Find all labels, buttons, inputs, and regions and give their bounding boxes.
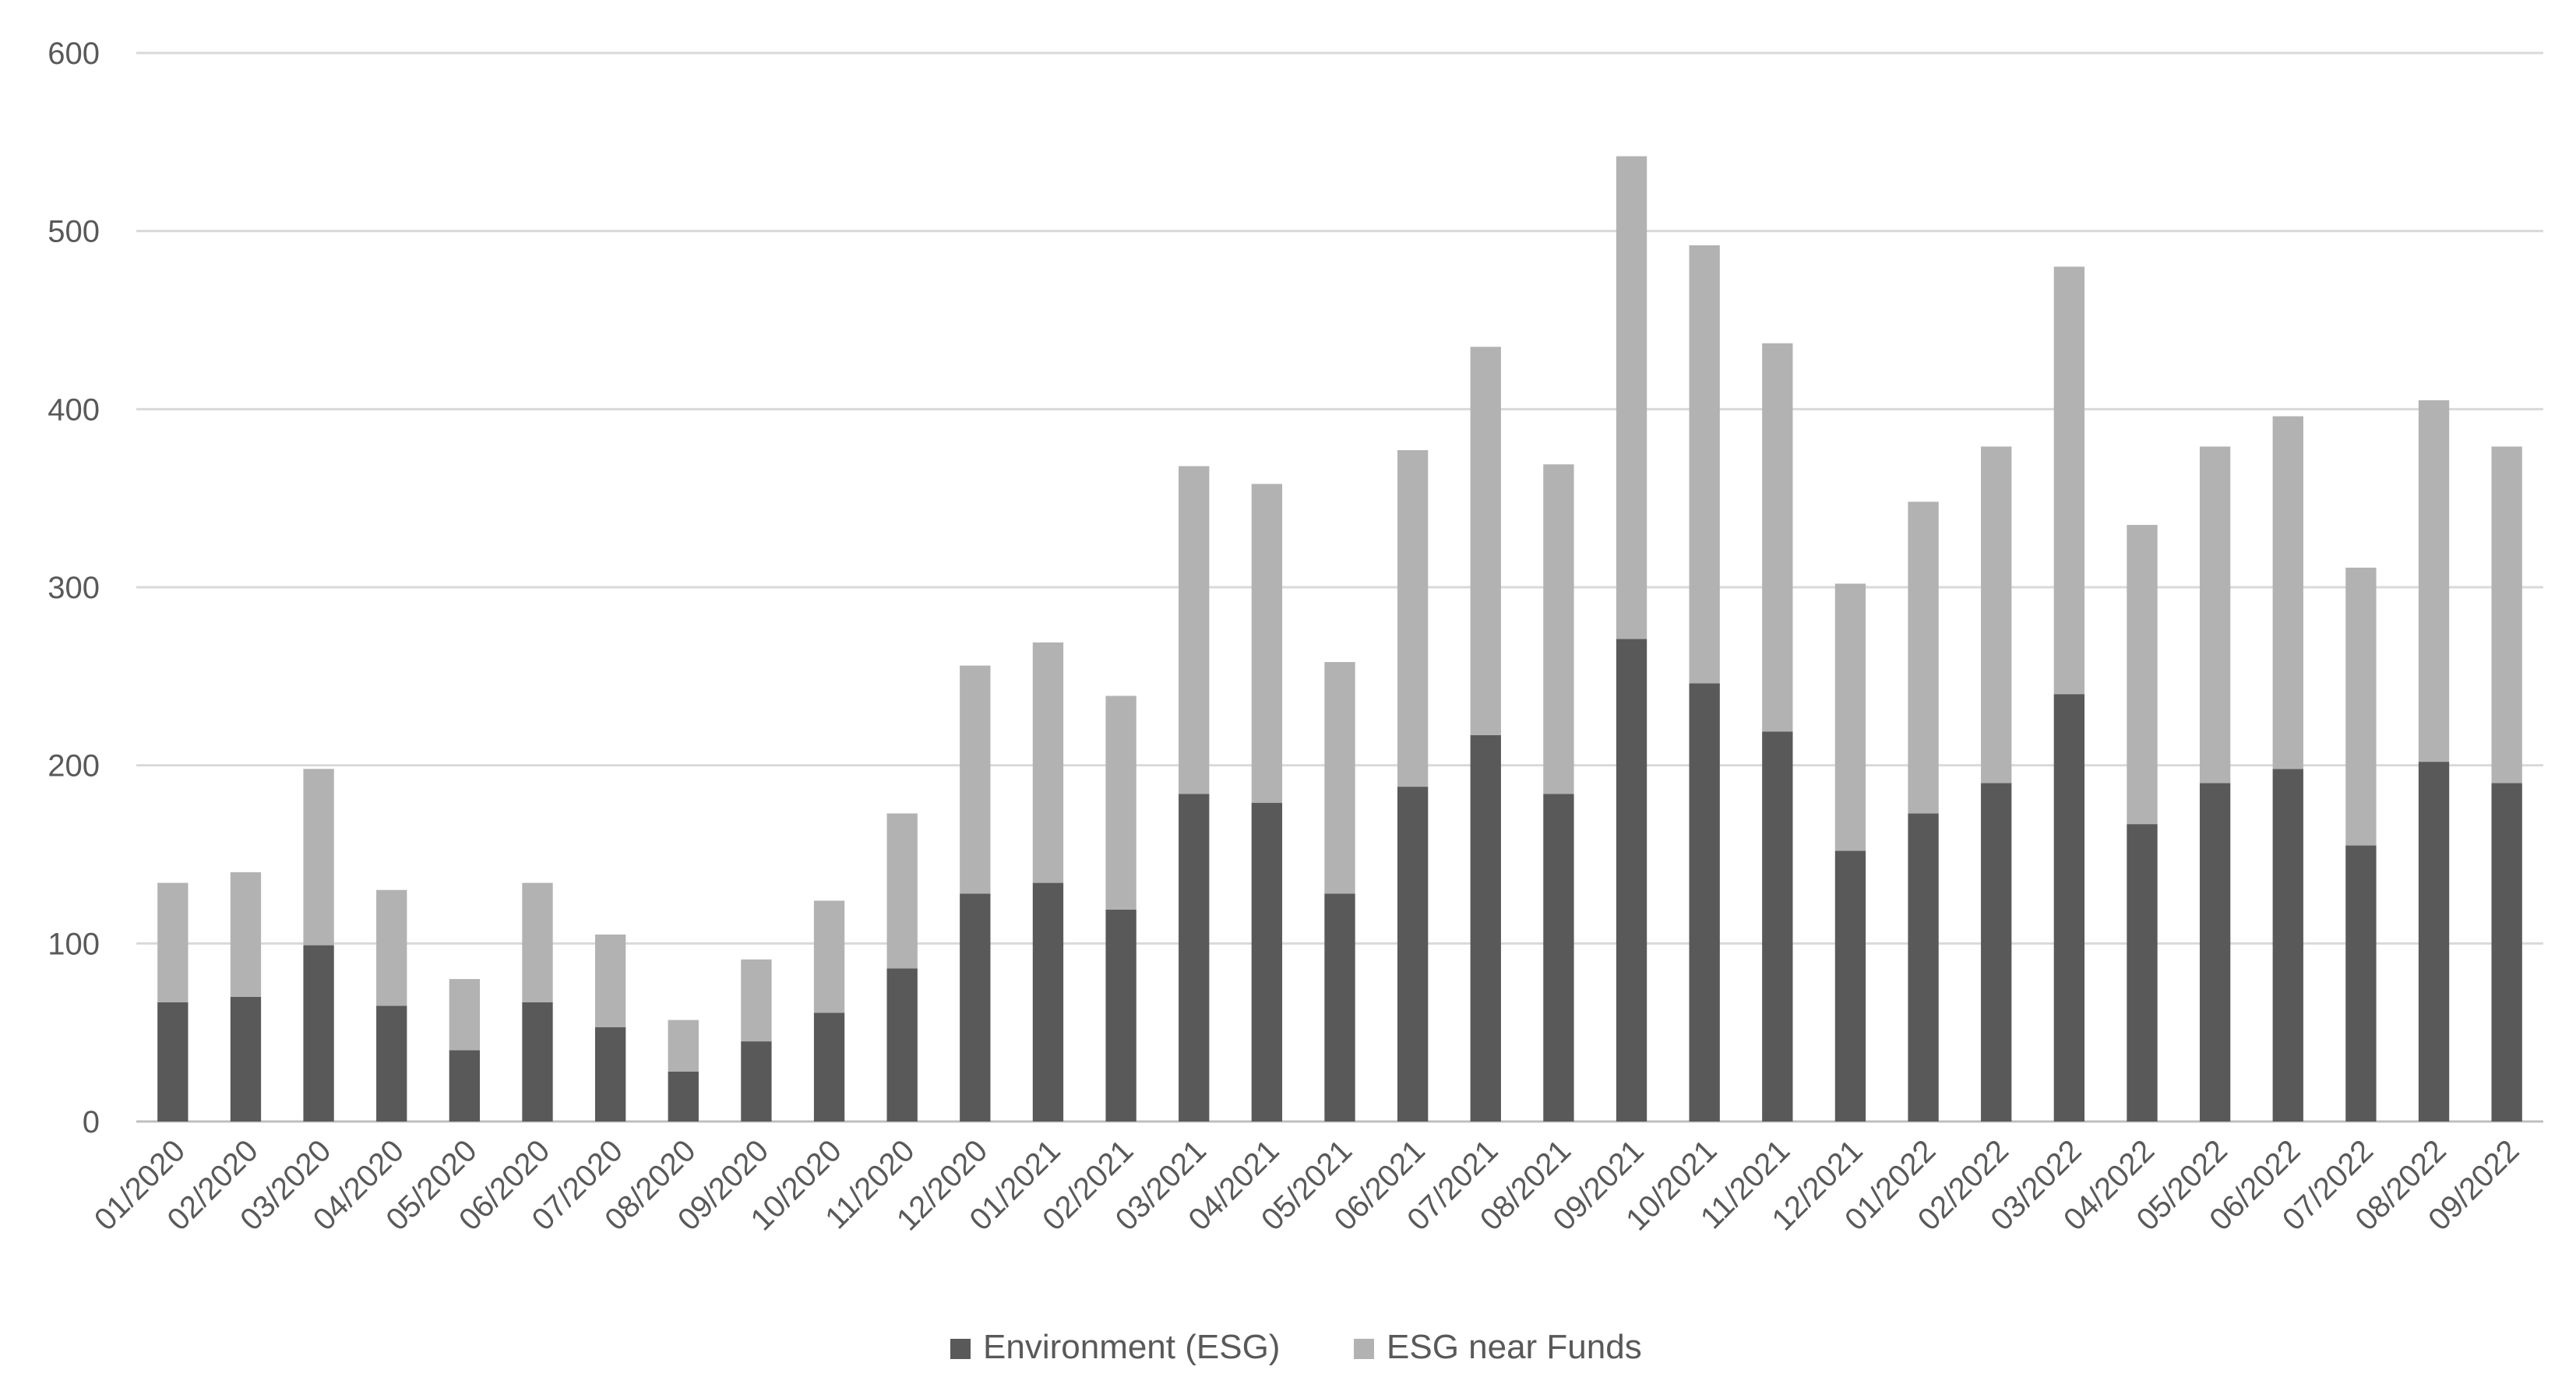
y-tick-label: 500 bbox=[48, 215, 100, 249]
bar-esg-near-funds bbox=[230, 872, 262, 997]
bar-environment-esg bbox=[2199, 783, 2231, 1122]
bar-esg-near-funds bbox=[668, 1019, 699, 1072]
bar-environment-esg bbox=[1324, 893, 1355, 1122]
bar-environment-esg bbox=[1689, 683, 1720, 1122]
bar-environment-esg bbox=[2127, 824, 2158, 1122]
y-tick-label: 600 bbox=[48, 37, 100, 71]
bar-esg-near-funds bbox=[2199, 446, 2231, 784]
bars bbox=[157, 156, 2522, 1122]
bar-esg-near-funds bbox=[1105, 695, 1136, 910]
bar-esg-near-funds bbox=[1032, 642, 1064, 883]
bar-environment-esg bbox=[741, 1041, 772, 1122]
bar-environment-esg bbox=[2053, 694, 2085, 1122]
bar-esg-near-funds bbox=[1324, 662, 1355, 894]
bar-environment-esg bbox=[1105, 909, 1136, 1122]
bar-environment-esg bbox=[1834, 850, 1866, 1122]
legend-swatch-esg-near-funds bbox=[1354, 1339, 1374, 1359]
bar-esg-near-funds bbox=[594, 934, 626, 1027]
bar-esg-near-funds bbox=[2345, 567, 2377, 846]
bar-environment-esg bbox=[1543, 794, 1574, 1122]
x-axis-ticks: 01/202002/202003/202004/202005/202006/20… bbox=[88, 1133, 2526, 1237]
bar-esg-near-funds bbox=[2418, 400, 2450, 762]
bar-esg-near-funds bbox=[1762, 343, 1793, 732]
y-tick-label: 300 bbox=[48, 571, 100, 605]
y-axis-ticks: 0 100 200 300 400 500 600 bbox=[48, 37, 100, 1139]
bar-esg-near-funds bbox=[2491, 446, 2522, 784]
bar-esg-near-funds bbox=[449, 979, 481, 1051]
bar-esg-near-funds bbox=[1251, 484, 1283, 803]
bar-environment-esg bbox=[1908, 813, 1939, 1122]
bar-esg-near-funds bbox=[1179, 466, 1210, 794]
bar-esg-near-funds bbox=[1543, 464, 1574, 794]
bar-environment-esg bbox=[303, 945, 334, 1122]
legend-swatch-environment-esg bbox=[950, 1339, 971, 1359]
bar-environment-esg bbox=[449, 1050, 481, 1122]
y-tick-label: 400 bbox=[48, 393, 100, 427]
bar-environment-esg bbox=[1251, 802, 1283, 1122]
bar-environment-esg bbox=[2491, 783, 2522, 1122]
bar-esg-near-funds bbox=[1981, 446, 2012, 784]
bar-environment-esg bbox=[813, 1012, 845, 1122]
y-tick-label: 200 bbox=[48, 749, 100, 784]
y-tick-label: 100 bbox=[48, 927, 100, 961]
bar-environment-esg bbox=[2418, 762, 2450, 1122]
bar-esg-near-funds bbox=[1908, 502, 1939, 814]
bar-environment-esg bbox=[960, 893, 991, 1122]
bar-environment-esg bbox=[157, 1002, 189, 1122]
bar-esg-near-funds bbox=[886, 813, 918, 969]
bar-environment-esg bbox=[594, 1026, 626, 1122]
bar-esg-near-funds bbox=[2053, 266, 2085, 695]
bar-environment-esg bbox=[1981, 783, 2012, 1122]
bar-environment-esg bbox=[1470, 734, 1501, 1122]
bar-environment-esg bbox=[230, 996, 262, 1122]
legend: Environment (ESG) ESG near Funds bbox=[950, 1328, 1642, 1366]
bar-esg-near-funds bbox=[522, 882, 553, 1002]
bar-esg-near-funds bbox=[2272, 416, 2303, 769]
bar-environment-esg bbox=[1762, 731, 1793, 1122]
bar-environment-esg bbox=[1032, 882, 1064, 1122]
bar-environment-esg bbox=[668, 1071, 699, 1122]
bar-esg-near-funds bbox=[1616, 156, 1647, 639]
legend-label-environment-esg: Environment (ESG) bbox=[983, 1328, 1280, 1366]
bar-environment-esg bbox=[2272, 769, 2303, 1122]
bar-esg-near-funds bbox=[157, 882, 189, 1002]
bar-environment-esg bbox=[1179, 794, 1210, 1122]
bar-esg-near-funds bbox=[741, 959, 772, 1042]
bar-esg-near-funds bbox=[960, 665, 991, 894]
bar-esg-near-funds bbox=[1689, 245, 1720, 684]
bar-environment-esg bbox=[2345, 845, 2377, 1122]
bar-esg-near-funds bbox=[1397, 449, 1429, 787]
bar-esg-near-funds bbox=[1834, 583, 1866, 851]
y-tick-label: 0 bbox=[83, 1105, 100, 1139]
bar-environment-esg bbox=[1397, 787, 1429, 1122]
bar-esg-near-funds bbox=[376, 889, 407, 1006]
bar-esg-near-funds bbox=[2127, 524, 2158, 825]
bar-esg-near-funds bbox=[303, 769, 334, 945]
bar-esg-near-funds bbox=[813, 900, 845, 1013]
bar-environment-esg bbox=[522, 1002, 553, 1122]
bar-environment-esg bbox=[376, 1005, 407, 1122]
bar-esg-near-funds bbox=[1470, 347, 1501, 735]
legend-label-esg-near-funds: ESG near Funds bbox=[1387, 1328, 1642, 1366]
bar-environment-esg bbox=[1616, 639, 1647, 1122]
bar-environment-esg bbox=[886, 968, 918, 1122]
